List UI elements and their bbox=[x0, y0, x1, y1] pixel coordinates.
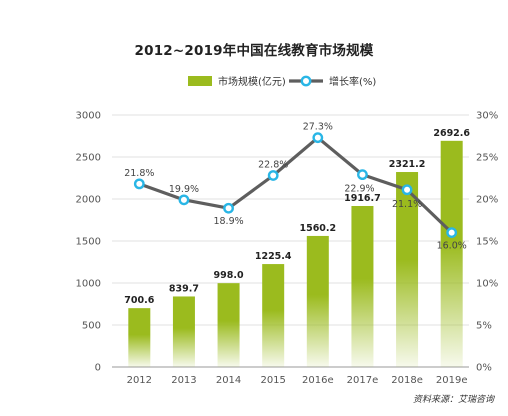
x-tick-label: 2014 bbox=[216, 375, 241, 386]
bar-value-label: 1225.4 bbox=[255, 251, 292, 262]
growth-value-label: 21.8% bbox=[124, 168, 154, 179]
bar bbox=[306, 235, 329, 367]
growth-value-label: 22.8% bbox=[258, 159, 288, 170]
y-right-tick-label: 20% bbox=[476, 195, 498, 206]
growth-value-label: 16.0% bbox=[437, 241, 467, 252]
legend-bar-label: 市场规模(亿元) bbox=[218, 75, 286, 88]
y-right-tick-label: 15% bbox=[476, 237, 498, 248]
chart-title: 2012~2019年中国在线教育市场规模 bbox=[134, 43, 374, 59]
legend-line-marker bbox=[300, 75, 312, 87]
y-right-tick-label: 0% bbox=[476, 363, 492, 374]
growth-value-label: 27.3% bbox=[303, 122, 333, 133]
growth-marker bbox=[312, 132, 324, 144]
bar-value-label: 839.7 bbox=[169, 283, 199, 294]
y-right-tick-label: 10% bbox=[476, 279, 498, 290]
growth-value-label: 22.9% bbox=[344, 184, 374, 195]
bar bbox=[217, 283, 240, 367]
bar-value-label: 1560.2 bbox=[299, 223, 336, 234]
bar-value-label: 700.6 bbox=[124, 295, 154, 306]
source-note: 资料来源：艾瑞咨询 bbox=[412, 395, 494, 405]
y-right-tick-label: 25% bbox=[476, 153, 498, 164]
y-left-tick-label: 0 bbox=[95, 363, 101, 374]
bar-value-label: 1916.7 bbox=[344, 193, 381, 204]
bar-value-label: 998.0 bbox=[214, 270, 244, 281]
y-left-tick-label: 1500 bbox=[76, 237, 101, 248]
y-left-tick-label: 2000 bbox=[76, 195, 101, 206]
growth-marker bbox=[223, 202, 234, 214]
growth-marker bbox=[401, 184, 413, 196]
bar bbox=[440, 140, 463, 367]
x-tick-label: 2013 bbox=[171, 375, 196, 386]
y-left-tick-label: 1000 bbox=[76, 279, 101, 290]
growth-value-label: 19.9% bbox=[169, 184, 199, 195]
bar bbox=[172, 296, 195, 367]
y-left-tick-label: 500 bbox=[82, 321, 101, 332]
x-tick-label: 2019e bbox=[436, 375, 468, 386]
legend-bar-swatch bbox=[188, 76, 212, 86]
growth-value-label: 18.9% bbox=[213, 216, 243, 227]
growth-value-label: 21.1% bbox=[392, 199, 422, 210]
growth-marker bbox=[133, 178, 145, 190]
x-tick-label: 2018e bbox=[391, 375, 423, 386]
x-tick-label: 2012 bbox=[127, 375, 152, 386]
bar bbox=[262, 264, 285, 367]
growth-marker bbox=[357, 169, 368, 181]
x-tick-label: 2017e bbox=[347, 375, 379, 386]
bar bbox=[396, 172, 419, 367]
bar bbox=[351, 205, 374, 367]
growth-marker bbox=[178, 194, 190, 206]
x-tick-label: 2015 bbox=[260, 375, 285, 386]
growth-line bbox=[138, 136, 453, 234]
legend-line-label: 增长率(%) bbox=[329, 75, 376, 88]
y-left-tick-label: 2500 bbox=[76, 153, 101, 164]
bar-value-label: 2692.6 bbox=[433, 128, 470, 139]
y-right-tick-label: 30% bbox=[476, 111, 498, 122]
growth-marker bbox=[446, 227, 458, 239]
bar bbox=[128, 308, 151, 367]
growth-marker bbox=[267, 170, 279, 181]
y-right-tick-label: 5% bbox=[476, 321, 492, 332]
bar-value-label: 2321.2 bbox=[389, 159, 426, 170]
y-left-tick-label: 3000 bbox=[76, 111, 101, 122]
x-tick-label: 2016e bbox=[302, 375, 334, 386]
